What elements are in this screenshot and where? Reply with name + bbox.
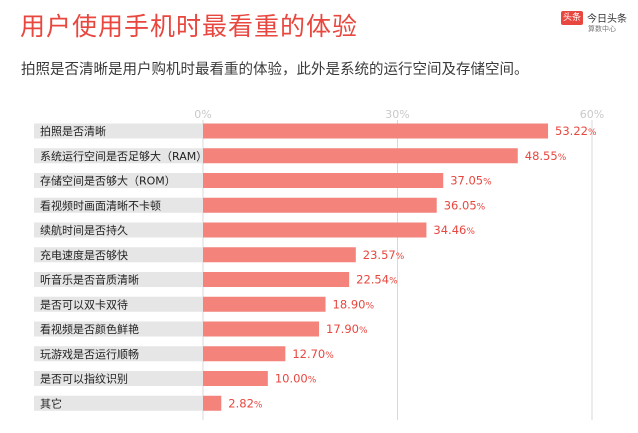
bar (203, 173, 444, 188)
logo-subtitle: 算数中心 (588, 25, 616, 33)
value-unit: % (588, 128, 597, 138)
value-label: 23.57% (363, 248, 405, 262)
category-band (34, 148, 203, 164)
category-label: 拍照是否清晰 (40, 124, 106, 138)
bar (203, 197, 437, 213)
chart-title: 用户使用手机时最看重的体验 (20, 12, 359, 41)
category-band (34, 272, 203, 287)
x-tick-label: 60% (580, 108, 604, 121)
value-number: 22.54 (356, 273, 389, 287)
bar (203, 371, 268, 386)
category-label: 看视频是否颜色鲜艳 (40, 322, 139, 336)
value-number: 10.00 (275, 372, 308, 386)
value-label: 17.90% (326, 322, 368, 336)
value-label: 34.46% (433, 223, 475, 237)
category-label: 其它 (40, 396, 62, 410)
value-number: 2.82 (228, 396, 254, 410)
value-number: 48.55 (525, 149, 558, 163)
value-unit: % (389, 277, 398, 287)
value-unit: % (365, 301, 374, 311)
category-band (34, 123, 203, 139)
bar (203, 222, 427, 238)
value-label: 22.54% (356, 273, 398, 287)
value-unit: % (359, 326, 368, 336)
value-label: 36.05% (444, 198, 486, 212)
chart-subtitle: 拍照是否清晰是用户购机时最看重的体验，此外是系统的运行空间及存储空间。 (21, 62, 529, 78)
category-label: 玩游戏是否运行顺畅 (40, 347, 139, 361)
value-label: 37.05% (450, 174, 492, 188)
value-number: 36.05 (444, 198, 477, 212)
value-unit: % (558, 153, 567, 163)
x-tick-label: 30% (385, 108, 409, 121)
category-label: 存储空间是否够大（ROM） (40, 174, 176, 188)
bar (203, 123, 549, 139)
value-number: 37.05 (450, 174, 483, 188)
toutiao-logo: 头条 今日头条 算数中心 (561, 9, 633, 35)
bar (203, 395, 222, 411)
value-unit: % (466, 227, 475, 237)
value-number: 34.46 (433, 223, 466, 237)
value-unit: % (308, 376, 317, 386)
value-unit: % (483, 178, 492, 188)
value-unit: % (325, 351, 334, 361)
value-number: 23.57 (363, 248, 396, 262)
category-label: 看视频时画面清晰不卡顿 (40, 198, 161, 212)
bar (203, 321, 320, 337)
category-label: 是否可以指纹识别 (40, 372, 128, 386)
category-band (34, 247, 203, 263)
value-number: 12.70 (292, 347, 325, 361)
value-label: 48.55% (525, 149, 567, 163)
value-number: 17.90 (326, 322, 359, 336)
category-band (34, 321, 203, 337)
value-label: 53.22% (555, 124, 597, 138)
value-unit: % (254, 400, 263, 410)
category-band (34, 395, 203, 411)
category-band (34, 346, 203, 362)
x-tick-label: 0% (194, 108, 211, 121)
value-unit: % (396, 252, 405, 262)
value-number: 18.90 (333, 297, 366, 311)
value-unit: % (477, 202, 486, 212)
category-label: 是否可以双卡双待 (40, 297, 128, 311)
logo-name: 今日头条 (587, 14, 627, 25)
category-label: 续航时间是否持久 (40, 223, 128, 237)
bar (203, 296, 326, 312)
category-band (34, 296, 203, 312)
category-band (34, 371, 203, 386)
bar (203, 272, 350, 287)
bar (203, 346, 286, 362)
category-label: 充电速度是否够快 (40, 248, 128, 262)
category-label: 系统运行空间是否足够大（RAM） (40, 149, 207, 163)
toutiao-badge-icon: 头条 (561, 11, 583, 25)
category-label: 听音乐是否音质清晰 (40, 273, 139, 287)
category-band (34, 173, 203, 188)
value-label: 18.90% (333, 297, 375, 311)
category-band (34, 222, 203, 238)
bar (203, 247, 356, 263)
category-band (34, 197, 203, 213)
bar (203, 148, 518, 164)
value-label: 12.70% (292, 347, 334, 361)
value-label: 10.00% (275, 372, 317, 386)
value-label: 2.82% (228, 396, 263, 410)
value-number: 53.22 (555, 124, 588, 138)
